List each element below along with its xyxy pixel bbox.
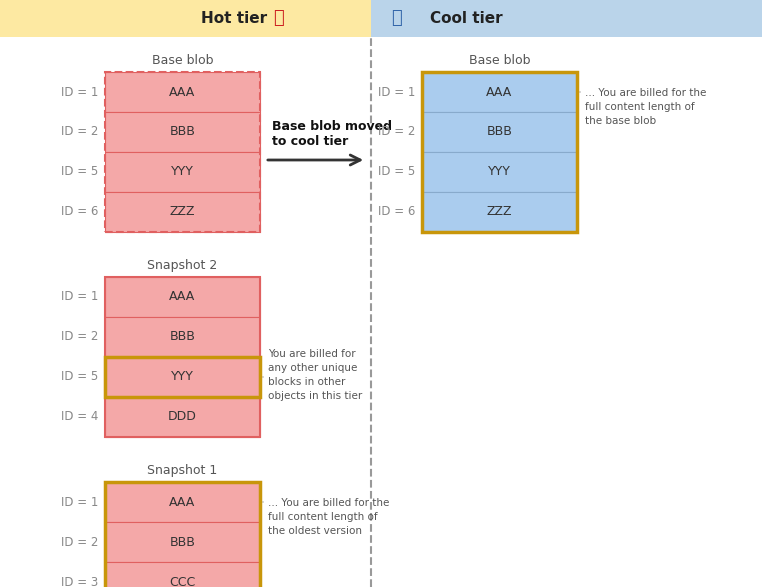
- Bar: [371, 0, 762, 37]
- Text: Snapshot 1: Snapshot 1: [147, 464, 218, 477]
- Text: Snapshot 2: Snapshot 2: [147, 259, 218, 272]
- Text: ID = 4: ID = 4: [61, 410, 98, 423]
- Text: ID = 1: ID = 1: [61, 495, 98, 508]
- Bar: [105, 522, 260, 562]
- Text: Cool tier: Cool tier: [430, 11, 502, 26]
- Text: ID = 6: ID = 6: [61, 205, 98, 218]
- Text: Base blob: Base blob: [152, 54, 213, 67]
- Bar: [105, 562, 260, 587]
- Text: 🌡: 🌡: [273, 9, 283, 28]
- Bar: [105, 152, 260, 192]
- Text: ID = 1: ID = 1: [61, 291, 98, 303]
- Text: You are billed for
any other unique
blocks in other
objects in this tier: You are billed for any other unique bloc…: [268, 349, 362, 401]
- Text: BBB: BBB: [170, 535, 195, 548]
- Bar: [105, 112, 260, 152]
- Bar: [422, 152, 577, 192]
- Bar: [105, 192, 260, 232]
- Text: ID = 2: ID = 2: [378, 126, 415, 139]
- Text: CCC: CCC: [169, 575, 196, 587]
- Text: YYY: YYY: [488, 166, 511, 178]
- Text: ID = 6: ID = 6: [378, 205, 415, 218]
- Bar: [105, 317, 260, 357]
- Text: ID = 1: ID = 1: [378, 86, 415, 99]
- Text: ... You are billed for the
full content length of
the base blob: ... You are billed for the full content …: [585, 88, 706, 126]
- Bar: [105, 482, 260, 587]
- Text: YYY: YYY: [171, 370, 194, 383]
- Text: YYY: YYY: [171, 166, 194, 178]
- Bar: [422, 72, 577, 112]
- Bar: [105, 357, 260, 397]
- Bar: [0, 0, 371, 37]
- Text: ... You are billed for the
full content length of
the oldest version: ... You are billed for the full content …: [268, 498, 389, 536]
- Text: ZZZ: ZZZ: [170, 205, 195, 218]
- Bar: [105, 277, 260, 317]
- Text: BBB: BBB: [170, 126, 195, 139]
- Bar: [105, 357, 260, 397]
- Bar: [422, 192, 577, 232]
- Text: 🌡: 🌡: [391, 9, 402, 28]
- Text: ID = 5: ID = 5: [378, 166, 415, 178]
- Text: ID = 5: ID = 5: [61, 370, 98, 383]
- Text: BBB: BBB: [170, 330, 195, 343]
- Text: ID = 2: ID = 2: [61, 126, 98, 139]
- Text: AAA: AAA: [169, 291, 196, 303]
- Text: ID = 5: ID = 5: [61, 166, 98, 178]
- Text: Base blob moved
to cool tier: Base blob moved to cool tier: [272, 120, 392, 148]
- Bar: [422, 112, 577, 152]
- Text: ID = 1: ID = 1: [61, 86, 98, 99]
- Text: ZZZ: ZZZ: [487, 205, 512, 218]
- Bar: [422, 72, 577, 232]
- Text: DDD: DDD: [168, 410, 197, 423]
- Text: BBB: BBB: [487, 126, 512, 139]
- Text: Base blob: Base blob: [469, 54, 530, 67]
- Bar: [105, 277, 260, 437]
- Bar: [105, 72, 260, 112]
- Text: ID = 2: ID = 2: [61, 535, 98, 548]
- Text: Hot tier: Hot tier: [201, 11, 267, 26]
- Bar: [105, 482, 260, 522]
- Text: AAA: AAA: [169, 495, 196, 508]
- Text: AAA: AAA: [169, 86, 196, 99]
- Text: ID = 3: ID = 3: [61, 575, 98, 587]
- Bar: [105, 397, 260, 437]
- Text: AAA: AAA: [486, 86, 513, 99]
- Text: ID = 2: ID = 2: [61, 330, 98, 343]
- Bar: [105, 72, 260, 232]
